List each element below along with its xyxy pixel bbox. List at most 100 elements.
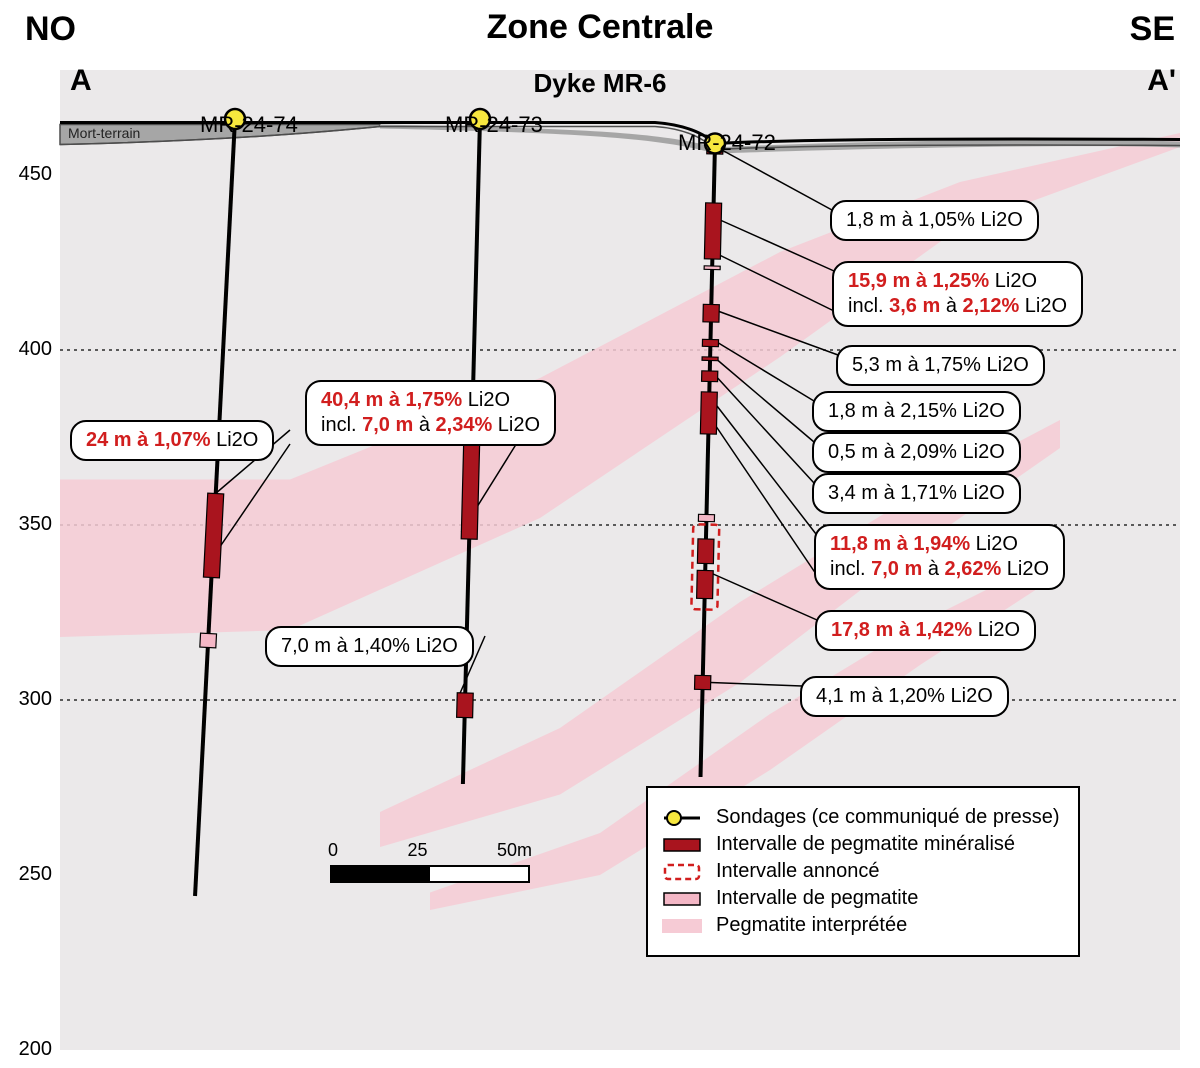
highlight-text: 7,0 m xyxy=(362,414,413,436)
callout-line: 17,8 m à 1,42% Li2O xyxy=(831,618,1020,643)
assay-callout: 1,8 m à 1,05% Li2O xyxy=(830,200,1039,241)
callout-text: Li2O xyxy=(492,414,540,436)
legend-label: Intervalle de pegmatite xyxy=(716,887,918,910)
callout-line: 0,5 m à 2,09% Li2O xyxy=(828,440,1005,465)
interval-pegmatite xyxy=(698,514,714,521)
legend-label: Sondages (ce communiqué de presse) xyxy=(716,806,1060,829)
callout-line: 5,3 m à 1,75% Li2O xyxy=(852,353,1029,378)
callout-line: 3,4 m à 1,71% Li2O xyxy=(828,481,1005,506)
highlight-text: 24 m à 1,07% xyxy=(86,429,216,451)
interval-pegmatite xyxy=(704,266,720,270)
highlight-text: 40,4 m à 1,75% xyxy=(321,389,468,411)
interval-mineralized xyxy=(697,539,714,564)
drillhole-label: MR-24-72 xyxy=(678,130,776,156)
legend-row: Intervalle de pegmatite xyxy=(662,887,1060,910)
y-tick-label: 300 xyxy=(12,688,52,711)
scale-bar: 0 25 50m xyxy=(330,840,532,883)
scale-tick-label: 0 xyxy=(328,840,338,861)
callout-line: 11,8 m à 1,94% Li2O xyxy=(830,532,1049,557)
callout-text: Li2O xyxy=(995,270,1037,292)
y-tick-label: 350 xyxy=(12,513,52,536)
legend-row: Pegmatite interprétée xyxy=(662,914,1060,937)
legend-label: Pegmatite interprétée xyxy=(716,914,907,937)
assay-callout: 17,8 m à 1,42% Li2O xyxy=(815,610,1036,651)
assay-callout: 1,8 m à 2,15% Li2O xyxy=(812,391,1021,432)
legend-row: Intervalle annoncé xyxy=(662,860,1060,883)
scale-segment xyxy=(332,867,430,881)
callout-text: à xyxy=(922,558,944,580)
interval-mineralized xyxy=(703,304,719,322)
callout-line: 40,4 m à 1,75% Li2O xyxy=(321,388,540,413)
legend-row: Sondages (ce communiqué de presse) xyxy=(662,806,1060,829)
section-marker-a-prime: A' xyxy=(1147,64,1176,98)
subtitle-dyke: Dyke MR-6 xyxy=(0,68,1200,99)
callout-line: 1,8 m à 2,15% Li2O xyxy=(828,399,1005,424)
legend-swatch-interp xyxy=(662,917,702,935)
legend: Sondages (ce communiqué de presse) Interv… xyxy=(646,786,1080,957)
assay-callout: 24 m à 1,07% Li2O xyxy=(70,420,274,461)
legend-row: Intervalle de pegmatite minéralisé xyxy=(662,833,1060,856)
callout-text: Li2O xyxy=(468,389,510,411)
y-tick-label: 200 xyxy=(12,1038,52,1061)
callout-text: 7,0 m à 1,40% Li2O xyxy=(281,635,458,657)
assay-callout: 40,4 m à 1,75% Li2Oincl. 7,0 m à 2,34% L… xyxy=(305,380,556,446)
assay-callout: 3,4 m à 1,71% Li2O xyxy=(812,473,1021,514)
callout-text: Li2O xyxy=(978,619,1020,641)
callout-line: 4,1 m à 1,20% Li2O xyxy=(816,684,993,709)
y-tick-label: 250 xyxy=(12,863,52,886)
callout-line: 1,8 m à 1,05% Li2O xyxy=(846,208,1023,233)
cross-section-diagram: NO SE Zone Centrale Dyke MR-6 A A' 20025… xyxy=(0,0,1200,1068)
highlight-text: 2,12% xyxy=(963,295,1020,317)
callout-line: 15,9 m à 1,25% Li2O xyxy=(848,269,1067,294)
interval-mineralized xyxy=(700,392,717,434)
interval-mineralized xyxy=(697,570,714,598)
callout-line: incl. 7,0 m à 2,34% Li2O xyxy=(321,413,540,438)
legend-swatch-announced xyxy=(662,862,702,882)
assay-callout: 15,9 m à 1,25% Li2Oincl. 3,6 m à 2,12% L… xyxy=(832,261,1083,327)
callout-text: 4,1 m à 1,20% Li2O xyxy=(816,685,993,707)
callout-text: 3,4 m à 1,71% Li2O xyxy=(828,482,1005,504)
interval-mineralized xyxy=(457,693,474,718)
interval-mineralized xyxy=(695,675,711,689)
highlight-text: 2,62% xyxy=(945,558,1002,580)
legend-swatch-pegmatite xyxy=(662,891,702,907)
callout-text: 1,8 m à 2,15% Li2O xyxy=(828,400,1005,422)
highlight-text: 2,34% xyxy=(436,414,493,436)
callout-line: incl. 7,0 m à 2,62% Li2O xyxy=(830,557,1049,582)
interval-mineralized xyxy=(702,357,718,361)
section-marker-a: A xyxy=(70,64,92,98)
legend-swatch-collar xyxy=(662,808,702,828)
interval-mineralized xyxy=(704,203,721,259)
highlight-text: 11,8 m à 1,94% xyxy=(830,533,976,555)
callout-text: Li2O xyxy=(1019,295,1067,317)
drillhole-label: MR-24-73 xyxy=(445,112,543,138)
y-tick-label: 450 xyxy=(12,163,52,186)
scale-tick-label: 25 xyxy=(407,840,427,861)
callout-text: à xyxy=(413,414,435,436)
callout-line: 7,0 m à 1,40% Li2O xyxy=(281,634,458,659)
interval-mineralized xyxy=(702,339,718,346)
highlight-text: 7,0 m xyxy=(871,558,922,580)
callout-line: incl. 3,6 m à 2,12% Li2O xyxy=(848,294,1067,319)
overburden-label: Mort-terrain xyxy=(68,125,140,141)
assay-callout: 4,1 m à 1,20% Li2O xyxy=(800,676,1009,717)
legend-label: Intervalle annoncé xyxy=(716,860,879,883)
legend-label: Intervalle de pegmatite minéralisé xyxy=(716,833,1015,856)
callout-text: incl. xyxy=(321,414,362,436)
highlight-text: 15,9 m à 1,25% xyxy=(848,270,995,292)
interval-mineralized xyxy=(702,371,718,382)
scale-tick-label: 50m xyxy=(497,840,532,861)
callout-text: incl. xyxy=(830,558,871,580)
assay-callout: 7,0 m à 1,40% Li2O xyxy=(265,626,474,667)
assay-callout: 0,5 m à 2,09% Li2O xyxy=(812,432,1021,473)
callout-text: 0,5 m à 2,09% Li2O xyxy=(828,441,1005,463)
callout-line: 24 m à 1,07% Li2O xyxy=(86,428,258,453)
callout-text: 1,8 m à 1,05% Li2O xyxy=(846,209,1023,231)
scale-segment xyxy=(430,867,528,881)
highlight-text: 3,6 m xyxy=(889,295,940,317)
callout-text: 5,3 m à 1,75% Li2O xyxy=(852,354,1029,376)
drillhole-label: MR-24-74 xyxy=(200,112,298,138)
callout-text: Li2O xyxy=(976,533,1018,555)
y-tick-label: 400 xyxy=(12,338,52,361)
highlight-text: 17,8 m à 1,42% xyxy=(831,619,978,641)
